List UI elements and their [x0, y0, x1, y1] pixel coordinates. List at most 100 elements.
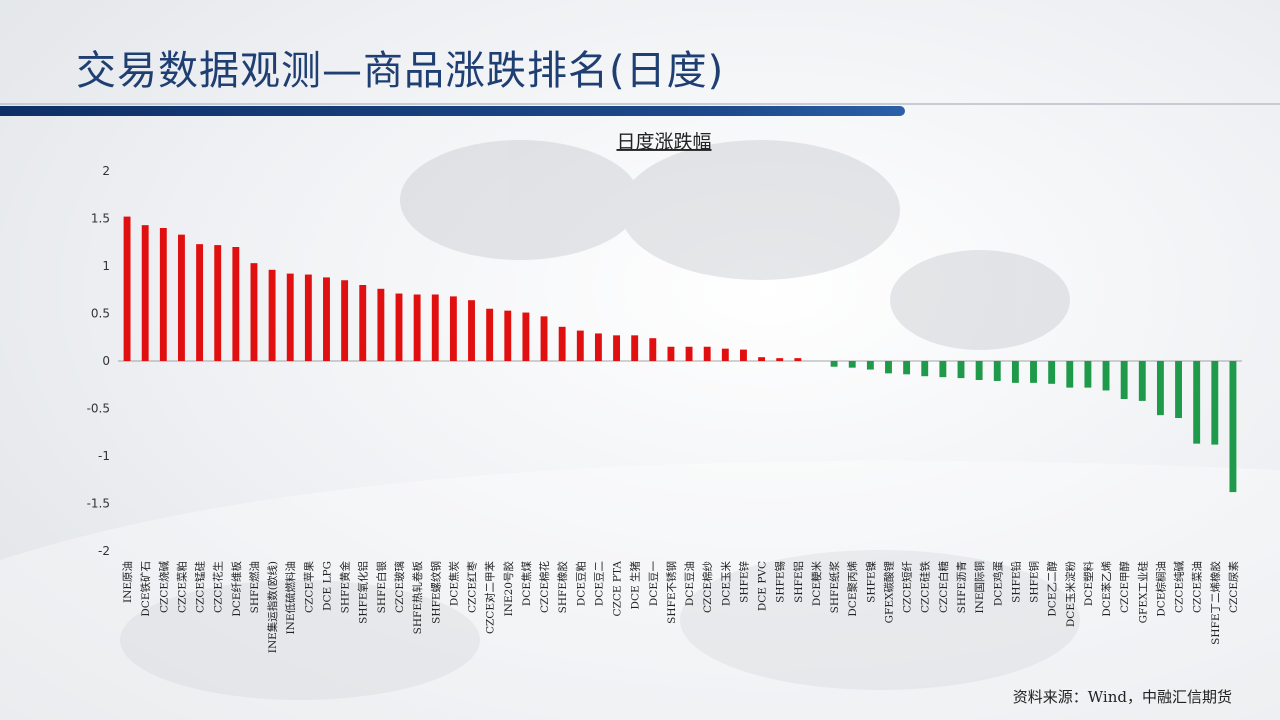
bar	[558, 326, 566, 361]
bar	[993, 361, 1001, 381]
bar	[1138, 361, 1146, 401]
bar	[359, 285, 367, 361]
x-tick-label: SHFE丁二烯橡胶	[1209, 561, 1222, 645]
y-tick-label: 1	[102, 259, 110, 273]
x-tick-label: CZCE苹果	[302, 561, 315, 614]
bar	[794, 358, 802, 361]
bar	[123, 216, 131, 361]
bar	[848, 361, 856, 368]
bar	[178, 234, 185, 361]
x-tick-label: DCE塑料	[1082, 561, 1095, 607]
bar	[685, 346, 693, 361]
bar	[141, 225, 149, 361]
bar	[232, 247, 240, 361]
x-tick-label: SHFE锡	[774, 561, 787, 603]
x-tick-label: CZCE菜粕	[175, 561, 188, 613]
y-tick-label: -2	[98, 544, 110, 558]
bar	[413, 294, 421, 361]
x-tick-label: SHFE不锈钢	[665, 561, 678, 624]
x-tick-label: SHFE铅	[1009, 561, 1022, 603]
x-tick-label: SHFE白银	[375, 561, 388, 614]
bar	[468, 300, 475, 361]
bar	[721, 348, 729, 361]
x-tick-label: INE国际铜	[974, 561, 986, 614]
y-tick-label: -0.5	[87, 402, 110, 416]
x-tick-label: CZCE棉纱	[701, 561, 714, 614]
bar	[540, 316, 548, 361]
x-tick-label: INE原油	[121, 561, 134, 603]
x-tick-label: DCE苯乙烯	[1100, 561, 1113, 617]
bar	[1120, 361, 1128, 399]
bar	[286, 273, 294, 361]
x-tick-label: SHFE热轧卷板	[411, 561, 424, 635]
y-tick-label: 1.5	[91, 212, 110, 226]
bar	[830, 361, 838, 367]
bar	[159, 228, 167, 361]
y-tick-label: 2	[102, 164, 110, 178]
x-tick-label: CZCE白糖	[937, 561, 950, 614]
bars	[123, 216, 1237, 493]
bar	[631, 335, 639, 361]
x-tick-label: CZCE对二甲苯	[484, 561, 497, 635]
header-divider	[0, 103, 1280, 105]
bar	[776, 358, 784, 361]
bar	[323, 277, 330, 361]
bar	[522, 312, 530, 361]
bar	[758, 357, 766, 361]
bar	[975, 361, 983, 380]
page-title: 交易数据观测—商品涨跌排名(日度)	[76, 48, 725, 94]
x-tick-label: CZCE烧碱	[157, 561, 170, 614]
x-tick-label: SHFE镍	[864, 561, 877, 603]
bar	[903, 361, 911, 375]
bar	[667, 346, 675, 361]
x-tick-label: CZCE棉花	[538, 561, 551, 614]
bar	[1066, 361, 1074, 388]
bar	[341, 280, 349, 361]
bar	[1211, 361, 1219, 445]
source-note: 资料来源：Wind，中融汇信期货	[1012, 688, 1232, 706]
x-tick-label: GFEX碳酸锂	[882, 561, 895, 624]
x-tick-label: DCE豆一	[648, 561, 660, 607]
x-tick-label: DCE PVC	[757, 561, 769, 611]
x-tick-label: SHFE铝	[792, 561, 805, 603]
x-tick-label: CZCE纯碱	[1173, 561, 1186, 614]
x-tick-label: DCE铁矿石	[139, 561, 152, 617]
y-tick-label: -1	[98, 449, 110, 463]
x-tick-label: DCE焦煤	[520, 561, 533, 607]
x-axis-labels: INE原油 DCE铁矿石 CZCE烧碱 CZCE菜粕 CZCE锰硅 CZCE花生 DCE纤维…	[121, 561, 1240, 654]
bar	[431, 294, 439, 361]
x-tick-label: DCE聚丙烯	[846, 561, 859, 617]
x-tick-label: CZCE硅铁	[919, 561, 932, 614]
bar	[1102, 361, 1110, 391]
bar	[268, 269, 276, 361]
x-tick-label: DCE 生猪	[629, 561, 642, 610]
bar	[377, 288, 385, 361]
bar	[250, 263, 258, 361]
x-tick-label: SHFE燃油	[248, 561, 261, 613]
bar	[957, 361, 965, 379]
x-tick-label: CZCE菜油	[1191, 561, 1204, 613]
bar	[594, 333, 602, 361]
bar	[449, 296, 457, 361]
x-tick-label: CZCE锰硅	[194, 561, 207, 614]
x-tick-label: CZCE短纤	[901, 561, 914, 614]
x-tick-label: CZCE甲醇	[1118, 561, 1131, 614]
bar	[576, 330, 584, 361]
x-tick-label: INE低硫燃料油	[284, 561, 297, 635]
x-tick-label: INE20号胶	[502, 561, 515, 617]
x-tick-label: DCE乙二醇	[1046, 561, 1059, 617]
bar	[1011, 361, 1019, 383]
bar	[703, 346, 711, 361]
bar	[486, 308, 494, 361]
bar	[304, 274, 312, 361]
bar	[885, 361, 892, 374]
x-tick-label: GFEX工业硅	[1136, 561, 1149, 624]
bar	[866, 361, 874, 370]
x-tick-label: DCE玉米淀粉	[1064, 561, 1077, 628]
bar	[740, 349, 747, 361]
bar	[1156, 361, 1164, 416]
x-tick-label: DCE豆油	[683, 561, 696, 606]
x-tick-label: CZCE红枣	[466, 561, 479, 614]
